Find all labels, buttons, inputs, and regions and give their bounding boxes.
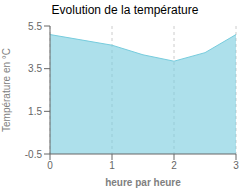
svg-text:2: 2 xyxy=(171,160,177,171)
svg-text:Température en °C: Température en °C xyxy=(8,48,12,132)
svg-text:3.5: 3.5 xyxy=(28,63,42,74)
html-text:Evolution de la température: Evolution de la température xyxy=(51,3,199,17)
svg-text:5.5: 5.5 xyxy=(28,21,42,32)
svg-text:3: 3 xyxy=(233,160,239,171)
svg-text:1.5: 1.5 xyxy=(28,106,42,117)
svg-text:0: 0 xyxy=(47,160,53,171)
svg-text:-0.5: -0.5 xyxy=(25,149,43,160)
svg-text:heure par heure: heure par heure xyxy=(105,177,181,188)
svg-text:1: 1 xyxy=(109,160,115,171)
